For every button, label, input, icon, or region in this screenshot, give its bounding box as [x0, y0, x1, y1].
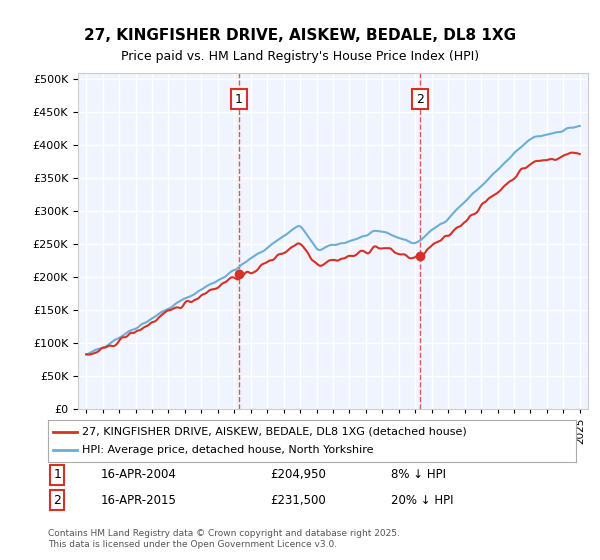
- Text: 2: 2: [53, 493, 61, 507]
- Text: 20% ↓ HPI: 20% ↓ HPI: [391, 493, 454, 507]
- Text: 8% ↓ HPI: 8% ↓ HPI: [391, 468, 446, 482]
- Text: 27, KINGFISHER DRIVE, AISKEW, BEDALE, DL8 1XG: 27, KINGFISHER DRIVE, AISKEW, BEDALE, DL…: [84, 28, 516, 43]
- Text: £204,950: £204,950: [270, 468, 326, 482]
- Text: 16-APR-2015: 16-APR-2015: [101, 493, 176, 507]
- Text: HPI: Average price, detached house, North Yorkshire: HPI: Average price, detached house, Nort…: [82, 445, 374, 455]
- Text: Price paid vs. HM Land Registry's House Price Index (HPI): Price paid vs. HM Land Registry's House …: [121, 50, 479, 63]
- Text: £231,500: £231,500: [270, 493, 326, 507]
- Text: 16-APR-2004: 16-APR-2004: [101, 468, 176, 482]
- Text: 2: 2: [416, 92, 424, 106]
- Text: Contains HM Land Registry data © Crown copyright and database right 2025.
This d: Contains HM Land Registry data © Crown c…: [48, 529, 400, 549]
- Text: 27, KINGFISHER DRIVE, AISKEW, BEDALE, DL8 1XG (detached house): 27, KINGFISHER DRIVE, AISKEW, BEDALE, DL…: [82, 427, 467, 437]
- Text: 1: 1: [53, 468, 61, 482]
- Text: 1: 1: [235, 92, 243, 106]
